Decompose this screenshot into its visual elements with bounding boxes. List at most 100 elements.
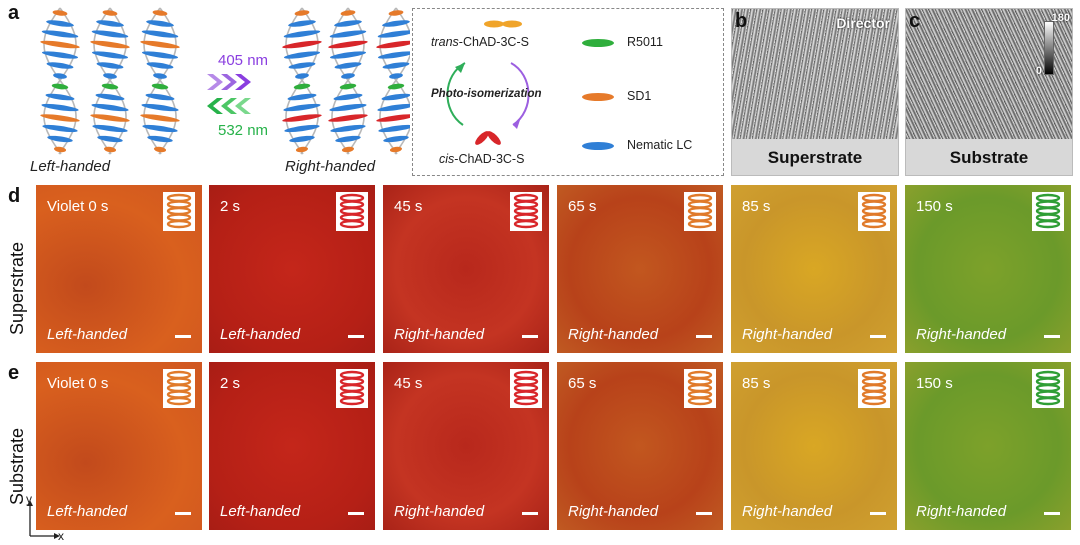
lc-molecule-rod (283, 51, 321, 59)
lc-molecule-rod (333, 93, 363, 101)
handedness-label: Right-handed (568, 503, 659, 520)
scale-bar (870, 335, 886, 338)
time-label: 45 s (394, 375, 423, 392)
lc-molecule-rod (389, 73, 403, 79)
lc-molecule-rod (146, 62, 174, 69)
lc-molecule-rod (382, 62, 410, 69)
lc-molecule-rod (376, 114, 410, 122)
microscopy-image-superstrate-2: 45 s Right-handed (383, 185, 549, 353)
scale-bar (696, 335, 712, 338)
microscopy-image-superstrate-5: 150 s Right-handed (905, 185, 1071, 353)
lc-molecule-rod (283, 103, 321, 112)
lc-molecule-rod (294, 10, 310, 16)
lc-molecule-rod (341, 146, 355, 153)
lc-molecule-rod (53, 146, 67, 153)
lc-molecule-rod (140, 114, 180, 122)
violet-wavelength: 405 nm (218, 52, 269, 69)
time-label: 150 s (916, 198, 953, 215)
microscopy-image-substrate-1: 2 s Left-handed (209, 362, 375, 530)
lc-molecule-rod (46, 62, 74, 69)
lc-molecule-rod (41, 103, 79, 112)
lc-molecule-rod (383, 135, 409, 143)
lc-molecule-rod (330, 124, 366, 133)
scale-bar (870, 512, 886, 515)
row-label-superstrate: Superstrate (7, 241, 27, 335)
lc-molecule-rod (45, 93, 75, 101)
handedness-label: Left-handed (47, 326, 128, 343)
lc-molecule-rod (47, 135, 73, 143)
isomerization-arrows-icon (446, 62, 530, 129)
lc-molecule-rod (51, 83, 69, 90)
helix-inset-icon (336, 369, 368, 408)
lc-molecule-rod (96, 20, 124, 27)
photo-isomerization-label: Photo-isomerization (431, 88, 542, 100)
colorbar-max: 180 (1051, 12, 1070, 24)
lc-molecule-rod (53, 73, 67, 79)
lc-molecule-rod (388, 10, 404, 16)
handedness-label: Left-handed (220, 326, 301, 343)
lc-molecule-rod (329, 103, 367, 112)
lc-molecule-rod (46, 20, 74, 27)
lc-molecule-rod (329, 30, 367, 38)
lc-molecule-rod (387, 83, 405, 90)
lc-molecule-rod (284, 124, 320, 133)
panel-letter-c: c (909, 10, 921, 32)
handedness-label: Right-handed (916, 503, 1007, 520)
time-label: 45 s (394, 198, 423, 215)
lc-molecule-rod (287, 93, 317, 101)
lc-molecule-rod (142, 124, 178, 133)
time-label: Violet 0 s (47, 198, 109, 215)
lc-molecule-rod (377, 30, 410, 38)
microscopy-image-substrate-3: 65 s Right-handed (557, 362, 723, 530)
time-label: 65 s (568, 375, 597, 392)
lc-molecule-rod (377, 103, 410, 112)
helix-inset-icon (163, 192, 195, 231)
lc-molecule-rod (377, 51, 410, 59)
trans-label: trans-ChAD-3C-S (431, 35, 529, 49)
scale-bar (175, 335, 191, 338)
lc-molecule-rod (101, 83, 119, 90)
panel-letter-d: d (8, 185, 21, 207)
handedness-label: Right-handed (394, 326, 485, 343)
time-label: 2 s (220, 375, 241, 392)
cis-molecule-icon (475, 131, 501, 145)
lc-molecule-rod (334, 62, 362, 69)
director-label: Director (836, 15, 890, 31)
lc-molecule-rod (288, 20, 316, 27)
r5011-rod-icon (582, 39, 614, 47)
handedness-label: Right-handed (568, 326, 659, 343)
sd1-label: SD1 (627, 89, 652, 103)
lc-molecule-rod (293, 83, 311, 90)
superstrate-map-label: Superstrate (767, 148, 863, 167)
director-map-superstrate: Director Superstrate (731, 8, 899, 176)
time-label: 150 s (916, 375, 953, 392)
handedness-label: Left-handed (47, 503, 128, 520)
axis-y-label: y (26, 492, 32, 506)
cis-label: cis-ChAD-3C-S (439, 152, 525, 166)
scale-bar (348, 335, 364, 338)
microscopy-image-superstrate-3: 65 s Right-handed (557, 185, 723, 353)
lc-molecule-rod (96, 62, 124, 69)
microscopy-image-substrate-5: 150 s Right-handed (905, 362, 1071, 530)
lc-molecule-rod (141, 51, 179, 59)
lc-molecule-rod (288, 62, 316, 69)
scale-bar (348, 512, 364, 515)
colorbar-min: 0 (1035, 65, 1042, 77)
scale-bar (1044, 512, 1060, 515)
lc-molecule-rod (90, 114, 130, 122)
handedness-label: Right-handed (742, 326, 833, 343)
colorbar (1044, 21, 1054, 75)
scale-bar (696, 512, 712, 515)
lc-molecule-rod (40, 40, 80, 49)
lc-molecule-rod (95, 93, 125, 101)
lc-molecule-rod (295, 146, 309, 153)
helix-schematic (40, 7, 410, 155)
handedness-label: Left-handed (220, 503, 301, 520)
lc-molecule-rod (92, 124, 128, 133)
helix-inset-icon (1032, 192, 1064, 231)
molecule-legend: trans-ChAD-3C-S Photo-isomerization cis-… (412, 8, 724, 176)
time-label: 65 s (568, 198, 597, 215)
lc-molecule-rod (41, 51, 79, 59)
lc-molecule-rod (283, 30, 321, 38)
handedness-label: Right-handed (916, 326, 1007, 343)
